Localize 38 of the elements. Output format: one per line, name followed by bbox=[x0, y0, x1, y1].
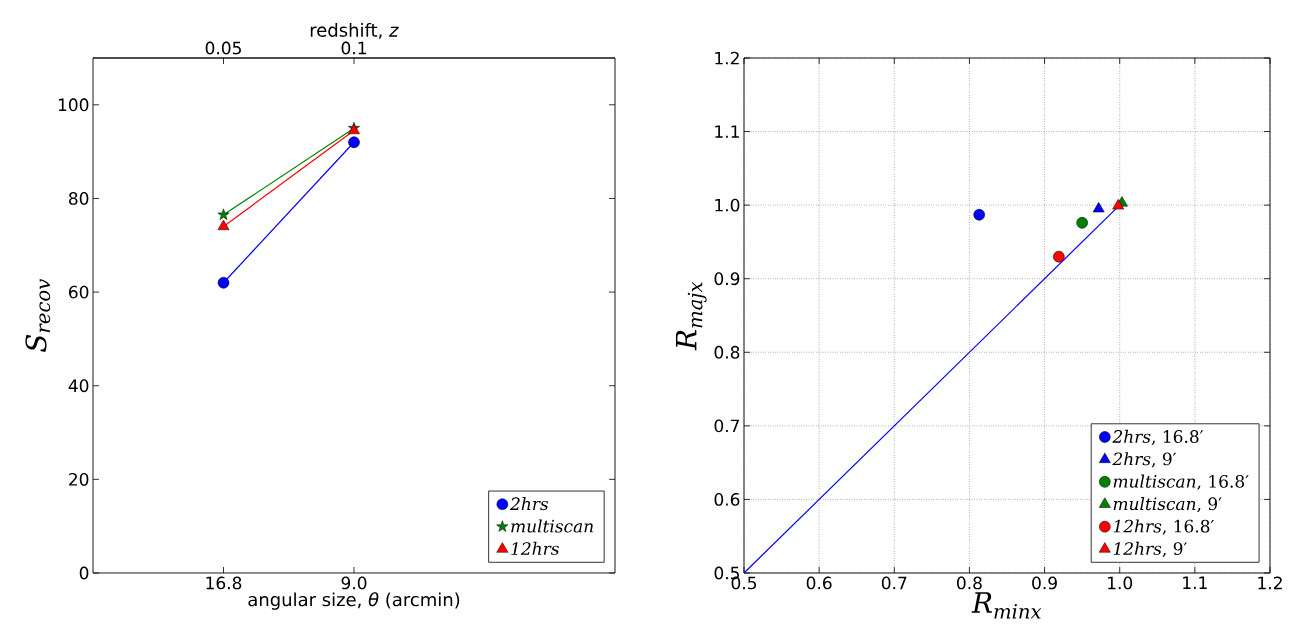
x-tick-label: 0.8 bbox=[957, 576, 982, 590]
y-tick-label: 0.6 bbox=[714, 492, 740, 506]
x-axis-title: R$_{minx}$ bbox=[971, 592, 1042, 619]
y-tick-label: 1.1 bbox=[715, 125, 739, 138]
y-tick-label: 40 bbox=[68, 379, 89, 393]
legend-label: multiscan, 9′ bbox=[1113, 497, 1222, 513]
y-tick-label: 20 bbox=[69, 472, 89, 486]
x-tick-label: 1.2 bbox=[1258, 576, 1282, 590]
x-tick-label: 0.7 bbox=[881, 576, 907, 590]
x2-tick-label: 0.1 bbox=[341, 41, 366, 55]
legend-label: 2hrs, 16.8′ bbox=[1112, 429, 1204, 446]
legend-label: 12hrs, 16.8′ bbox=[1113, 519, 1214, 535]
legend-label: 2hrs, 9′ bbox=[1112, 452, 1177, 468]
x-tick-label: 1.1 bbox=[1183, 576, 1207, 589]
legend-label: 12hrs, 9′ bbox=[1113, 541, 1187, 558]
legend-label: multiscan, 16.8′ bbox=[1113, 474, 1249, 490]
y-tick-label: 0.8 bbox=[714, 345, 740, 359]
x-tick-label: 0.6 bbox=[806, 576, 832, 590]
x-tick-label: 0.9 bbox=[1032, 576, 1057, 590]
y-tick-label: 1.2 bbox=[715, 51, 739, 65]
x-tick-label: 16.8 bbox=[206, 576, 242, 590]
y-tick-label: 0.9 bbox=[714, 272, 740, 286]
legend-label: multiscan bbox=[511, 519, 593, 533]
x2-tick-label: 0.05 bbox=[205, 41, 241, 55]
legend-label: 12hrs bbox=[511, 541, 559, 556]
x-axis-title: angular size, θ (arcmin) bbox=[248, 592, 460, 610]
y-tick-label: 0.7 bbox=[714, 419, 740, 433]
y-tick-label: 0 bbox=[79, 566, 89, 580]
y-axis-title: R$_{majx}$ bbox=[675, 281, 707, 351]
y-tick-label: 80 bbox=[69, 192, 89, 205]
y-axis-title: S$_{recov}$ bbox=[25, 278, 51, 352]
legend-label: 2hrs bbox=[510, 497, 549, 511]
y-tick-label: 1.0 bbox=[715, 198, 740, 212]
x-tick-label: 1.0 bbox=[1108, 576, 1133, 590]
y-tick-label: 60 bbox=[69, 285, 89, 299]
y-tick-label: 100 bbox=[58, 98, 89, 112]
x-tick-label: 9.0 bbox=[341, 576, 367, 590]
x2-axis-title: redshift, z bbox=[310, 22, 399, 39]
